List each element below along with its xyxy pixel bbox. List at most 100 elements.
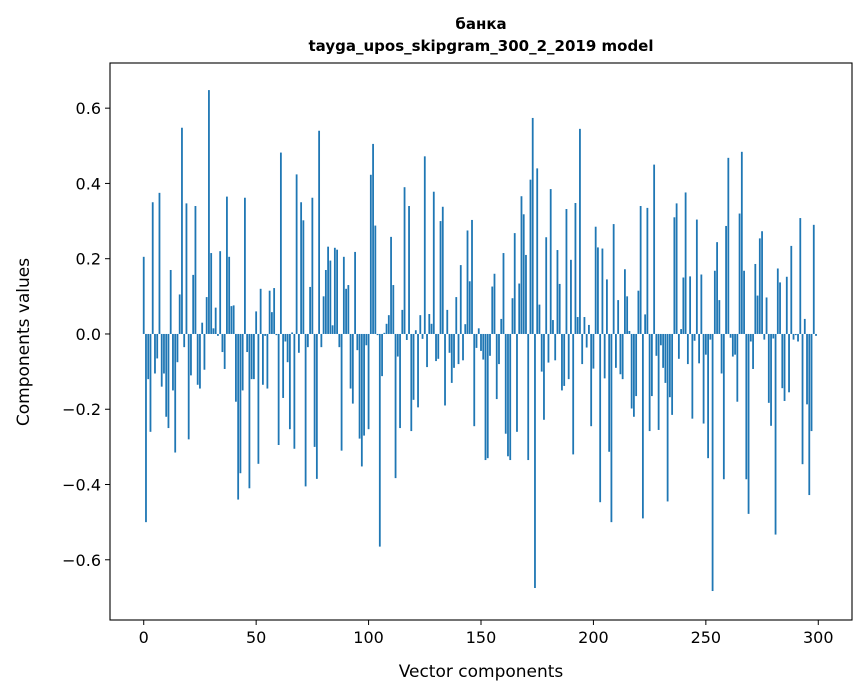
- bar: [513, 233, 516, 334]
- bar: [801, 333, 804, 465]
- bar: [268, 290, 271, 334]
- bar: [475, 333, 478, 348]
- bar: [313, 333, 316, 447]
- bar: [419, 315, 422, 334]
- bar: [785, 276, 788, 334]
- y-tick-label: 0.6: [76, 99, 101, 118]
- bar: [338, 333, 341, 348]
- bar: [205, 297, 208, 334]
- bar: [713, 270, 716, 334]
- bar: [142, 256, 145, 334]
- bar: [693, 333, 696, 341]
- bar: [556, 250, 559, 334]
- bar: [720, 333, 723, 374]
- bar: [797, 333, 799, 342]
- bar: [758, 238, 761, 334]
- bar: [543, 333, 545, 420]
- bar: [318, 130, 321, 334]
- bar: [349, 333, 352, 389]
- bar: [711, 333, 714, 592]
- bar: [282, 333, 285, 398]
- bar: [468, 281, 471, 334]
- bar: [300, 202, 303, 334]
- bar: [405, 333, 408, 340]
- bar: [646, 207, 649, 334]
- bar: [246, 333, 249, 353]
- x-tick-label: 150: [466, 628, 497, 647]
- bar: [291, 332, 294, 334]
- bar: [788, 333, 790, 393]
- bar: [223, 333, 226, 369]
- bar: [538, 304, 541, 334]
- bar: [558, 283, 561, 334]
- bar: [172, 333, 174, 391]
- bar: [731, 333, 734, 357]
- bar: [163, 333, 165, 374]
- bar: [590, 333, 593, 427]
- bar: [700, 274, 703, 334]
- bar: [437, 333, 440, 359]
- bar: [423, 156, 426, 334]
- bar: [677, 333, 680, 359]
- bar: [628, 330, 631, 334]
- bar: [360, 333, 363, 467]
- bar: [527, 333, 530, 461]
- bar: [284, 333, 287, 342]
- bar: [329, 260, 332, 334]
- bar: [691, 333, 694, 419]
- bar: [752, 333, 754, 369]
- bar: [536, 168, 539, 334]
- bars-group: [142, 90, 817, 592]
- bar: [232, 305, 235, 334]
- bar: [781, 333, 784, 389]
- bar: [208, 90, 210, 334]
- bar: [718, 300, 721, 334]
- bar: [441, 206, 444, 334]
- bar: [324, 269, 327, 334]
- bar: [565, 209, 568, 334]
- bar: [369, 174, 372, 334]
- bar: [266, 333, 269, 389]
- bar: [259, 288, 262, 334]
- bar: [241, 333, 244, 391]
- bar: [554, 333, 557, 361]
- bar: [626, 296, 629, 334]
- bar: [203, 333, 206, 370]
- bar: [408, 206, 410, 334]
- bar: [387, 315, 390, 334]
- bar: [183, 333, 186, 348]
- bar: [277, 333, 280, 445]
- bar: [695, 219, 698, 334]
- bar: [255, 311, 258, 334]
- bar: [594, 226, 597, 334]
- bar: [743, 270, 745, 334]
- bar: [547, 333, 550, 363]
- bar: [466, 230, 469, 334]
- bar: [583, 317, 586, 334]
- bar: [320, 333, 323, 348]
- bar: [230, 306, 233, 334]
- bar: [491, 286, 494, 334]
- bar: [810, 333, 813, 432]
- bar: [228, 256, 231, 334]
- bar: [736, 333, 739, 402]
- bar: [354, 251, 356, 334]
- bar: [196, 333, 199, 385]
- bar: [363, 333, 365, 436]
- bar: [176, 333, 179, 363]
- bar: [199, 333, 201, 389]
- bar: [495, 333, 498, 400]
- bar: [428, 314, 431, 334]
- bar: [430, 323, 433, 334]
- bar: [662, 333, 665, 368]
- bar: [779, 282, 781, 334]
- bar: [212, 328, 215, 334]
- bar: [250, 333, 253, 380]
- bar: [351, 333, 354, 404]
- bar: [637, 290, 640, 334]
- bar: [722, 333, 725, 480]
- bar: [552, 320, 554, 334]
- bar: [192, 274, 195, 334]
- bar: [522, 214, 525, 334]
